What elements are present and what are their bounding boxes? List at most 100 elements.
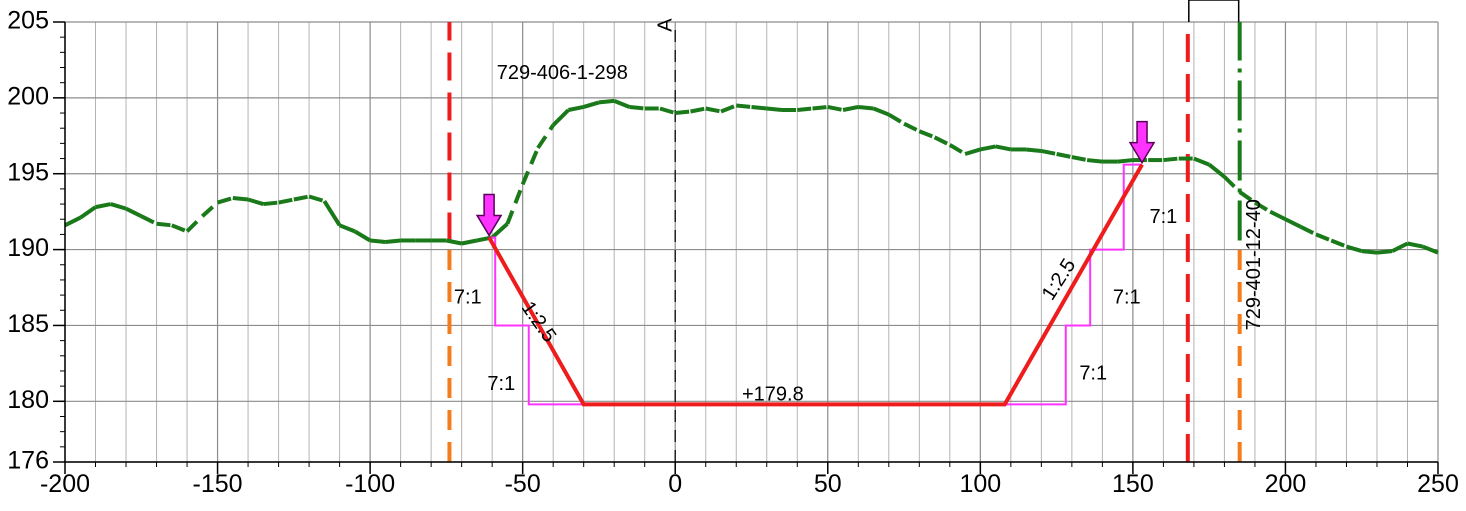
terrain-segment bbox=[675, 109, 691, 116]
terrain-segment bbox=[964, 147, 981, 156]
terrain-segment bbox=[598, 98, 615, 105]
x-tick-label: -50 bbox=[505, 470, 541, 498]
terrain-segment bbox=[918, 129, 936, 140]
terrain-segment bbox=[887, 112, 906, 126]
terrain-segment bbox=[1193, 156, 1210, 167]
terrain-segment bbox=[842, 105, 859, 112]
terrain-segment bbox=[1223, 175, 1242, 194]
terrain-segment bbox=[903, 121, 921, 134]
terrain-segment bbox=[64, 215, 82, 228]
terrain-segment bbox=[79, 205, 97, 220]
down-arrow-marker bbox=[1128, 120, 1156, 165]
x-tick-label: 0 bbox=[668, 470, 682, 498]
terrain-segment bbox=[1086, 158, 1103, 164]
terrain-segment bbox=[827, 105, 844, 112]
annotation-label: 729-401-12-40 bbox=[1243, 199, 1265, 330]
marker-arrows bbox=[475, 120, 1156, 237]
terrain-segment bbox=[353, 229, 372, 243]
terrain-segment bbox=[216, 196, 234, 205]
terrain-segment bbox=[1071, 155, 1088, 163]
annotation-label: 1:2.5 bbox=[517, 297, 561, 346]
x-tick-label: -200 bbox=[40, 470, 90, 498]
x-tick-label: 100 bbox=[959, 470, 1001, 498]
terrain-segment bbox=[490, 222, 509, 239]
terrain-segment bbox=[995, 144, 1012, 152]
terrain-segment bbox=[232, 196, 249, 202]
terrain-segment bbox=[200, 201, 219, 218]
terrain-segment bbox=[948, 143, 967, 156]
terrain-segment bbox=[1040, 149, 1058, 156]
terrain-segment bbox=[551, 108, 570, 127]
terrain-segment bbox=[659, 106, 676, 115]
terrain-segment bbox=[979, 144, 996, 152]
terrain-segment bbox=[1269, 209, 1287, 222]
y-tick-label: 180 bbox=[7, 386, 49, 414]
annotation-label: 7:1 bbox=[487, 373, 515, 395]
terrain-segment bbox=[705, 106, 722, 114]
y-tick-label: 200 bbox=[7, 82, 49, 110]
terrain-segment bbox=[629, 104, 645, 111]
setout-steps-line bbox=[489, 163, 1143, 406]
terrain-segment bbox=[1207, 163, 1226, 179]
design-section-line bbox=[487, 163, 1144, 407]
terrain-segment bbox=[736, 103, 752, 109]
terrain-segment bbox=[858, 104, 874, 111]
annotation-label: 7:1 bbox=[1079, 362, 1107, 384]
terrain-segment bbox=[461, 238, 478, 246]
terrain-segment bbox=[110, 202, 127, 211]
x-tick-label: 250 bbox=[1417, 470, 1459, 498]
terrain-segment bbox=[1284, 217, 1302, 229]
terrain-segment bbox=[613, 99, 631, 109]
terrain-segment bbox=[278, 197, 295, 205]
annotation-label: 7:1 bbox=[1113, 286, 1141, 308]
terrain-segment bbox=[1330, 238, 1348, 249]
terrain-segment bbox=[1238, 190, 1257, 205]
terrain-segment bbox=[247, 197, 264, 206]
terrain-segment bbox=[140, 214, 158, 226]
annotation-label: 7:1 bbox=[1149, 206, 1177, 228]
terrain-segment bbox=[1345, 244, 1363, 254]
annotation-label: +179.8 bbox=[742, 384, 804, 406]
terrain-segment bbox=[1361, 249, 1378, 255]
terrain-segment bbox=[1391, 241, 1409, 253]
terrain-segment bbox=[95, 202, 112, 210]
axes: 176 180 185 190 195 200 205 -200 -150 -100 -50 0 50 1… bbox=[7, 7, 1459, 498]
terrain-segment bbox=[1422, 244, 1439, 255]
x-tick-label: -150 bbox=[193, 470, 243, 498]
annotation-label: 7:1 bbox=[454, 286, 482, 308]
terrain-segment bbox=[156, 221, 172, 228]
terrain-segment bbox=[338, 223, 356, 234]
annotation-label: 729-406-1-298 bbox=[497, 62, 628, 84]
y-tick-label: 195 bbox=[7, 158, 49, 186]
terrain-segment bbox=[445, 238, 463, 246]
terrain-segment bbox=[185, 214, 204, 233]
down-arrow-marker bbox=[475, 193, 503, 237]
terrain-segment bbox=[369, 238, 386, 244]
terrain-segment bbox=[766, 106, 783, 112]
terrain-segment bbox=[171, 223, 188, 234]
terrain-segment bbox=[812, 104, 828, 111]
terrain-segment bbox=[583, 100, 600, 109]
top-bracket bbox=[1188, 0, 1240, 22]
x-tick-label: 50 bbox=[814, 470, 842, 498]
terrain-segment bbox=[536, 124, 555, 150]
terrain-segment bbox=[797, 106, 813, 112]
terrain-segment bbox=[1056, 152, 1073, 159]
y-tick-label: 176 bbox=[7, 447, 49, 475]
terrain-segment bbox=[1025, 147, 1042, 153]
terrain-segment bbox=[1253, 200, 1272, 214]
terrain-segment bbox=[505, 183, 525, 225]
y-tick-label: 185 bbox=[7, 310, 49, 338]
vertical-lines bbox=[447, 0, 1242, 462]
series-lines bbox=[64, 98, 1439, 407]
terrain-segment bbox=[293, 194, 310, 202]
terrain-segment bbox=[1315, 232, 1332, 243]
terrain-segment bbox=[1407, 241, 1424, 249]
x-tick-label: 150 bbox=[1112, 470, 1154, 498]
terrain-segment bbox=[1163, 156, 1179, 163]
annotation-label: A bbox=[654, 18, 676, 32]
terrain-segment bbox=[933, 135, 951, 147]
terrain-segment bbox=[751, 104, 767, 111]
